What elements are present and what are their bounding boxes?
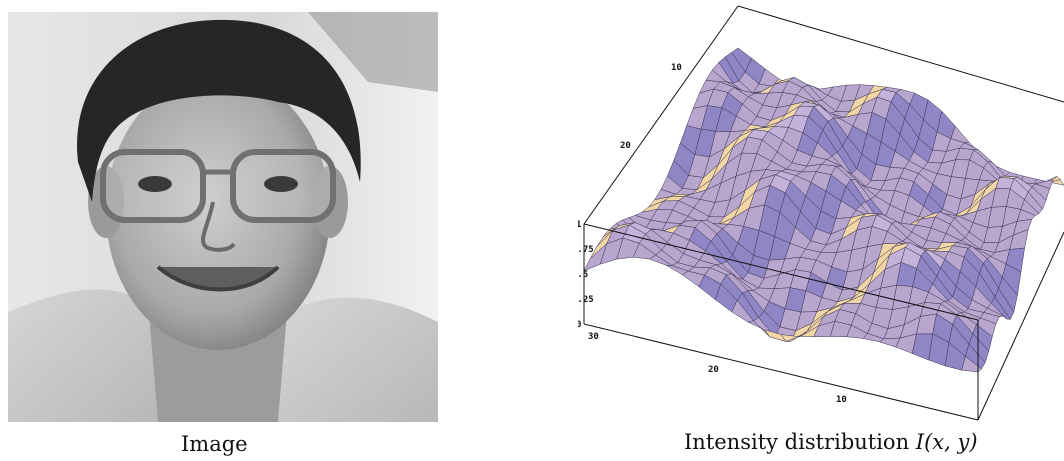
image-caption: Image [181, 432, 248, 456]
intensity-caption: Intensity distribution I(x, y) [684, 430, 978, 454]
surface-plot-svg: 0 0.25 0.5 0.75 1 10 20 30 10 20 [578, 2, 1064, 432]
intensity-surface-plot: 0 0.25 0.5 0.75 1 10 20 30 10 20 [578, 2, 1064, 432]
y-tick-0: 10 [671, 63, 682, 73]
y-tick-1: 20 [620, 141, 631, 151]
z-tick-1: 0.25 [578, 295, 594, 305]
z-axis-ticks: 0 0.25 0.5 0.75 1 [578, 220, 594, 330]
x-tick-2: 30 [588, 332, 599, 342]
right-eye [264, 176, 298, 192]
z-tick-4: 1 [578, 220, 581, 230]
face-photo-drawing [8, 12, 438, 422]
shirt-left [8, 289, 158, 422]
face-photo [8, 12, 438, 422]
x-axis-ticks: 10 20 30 [588, 332, 847, 405]
intensity-surface [584, 48, 1064, 372]
z-tick-0: 0 [578, 320, 581, 330]
y-axis-ticks: 10 20 [620, 63, 682, 151]
z-tick-3: 0.75 [578, 245, 594, 255]
shirt-right [278, 298, 438, 422]
x-tick-1: 20 [708, 365, 719, 375]
intensity-caption-math: I(x, y) [916, 430, 978, 454]
z-tick-2: 0.5 [578, 270, 588, 280]
left-eye [138, 176, 172, 192]
intensity-caption-text: Intensity distribution [684, 430, 909, 454]
x-tick-0: 10 [836, 395, 847, 405]
image-caption-text: Image [181, 432, 248, 456]
